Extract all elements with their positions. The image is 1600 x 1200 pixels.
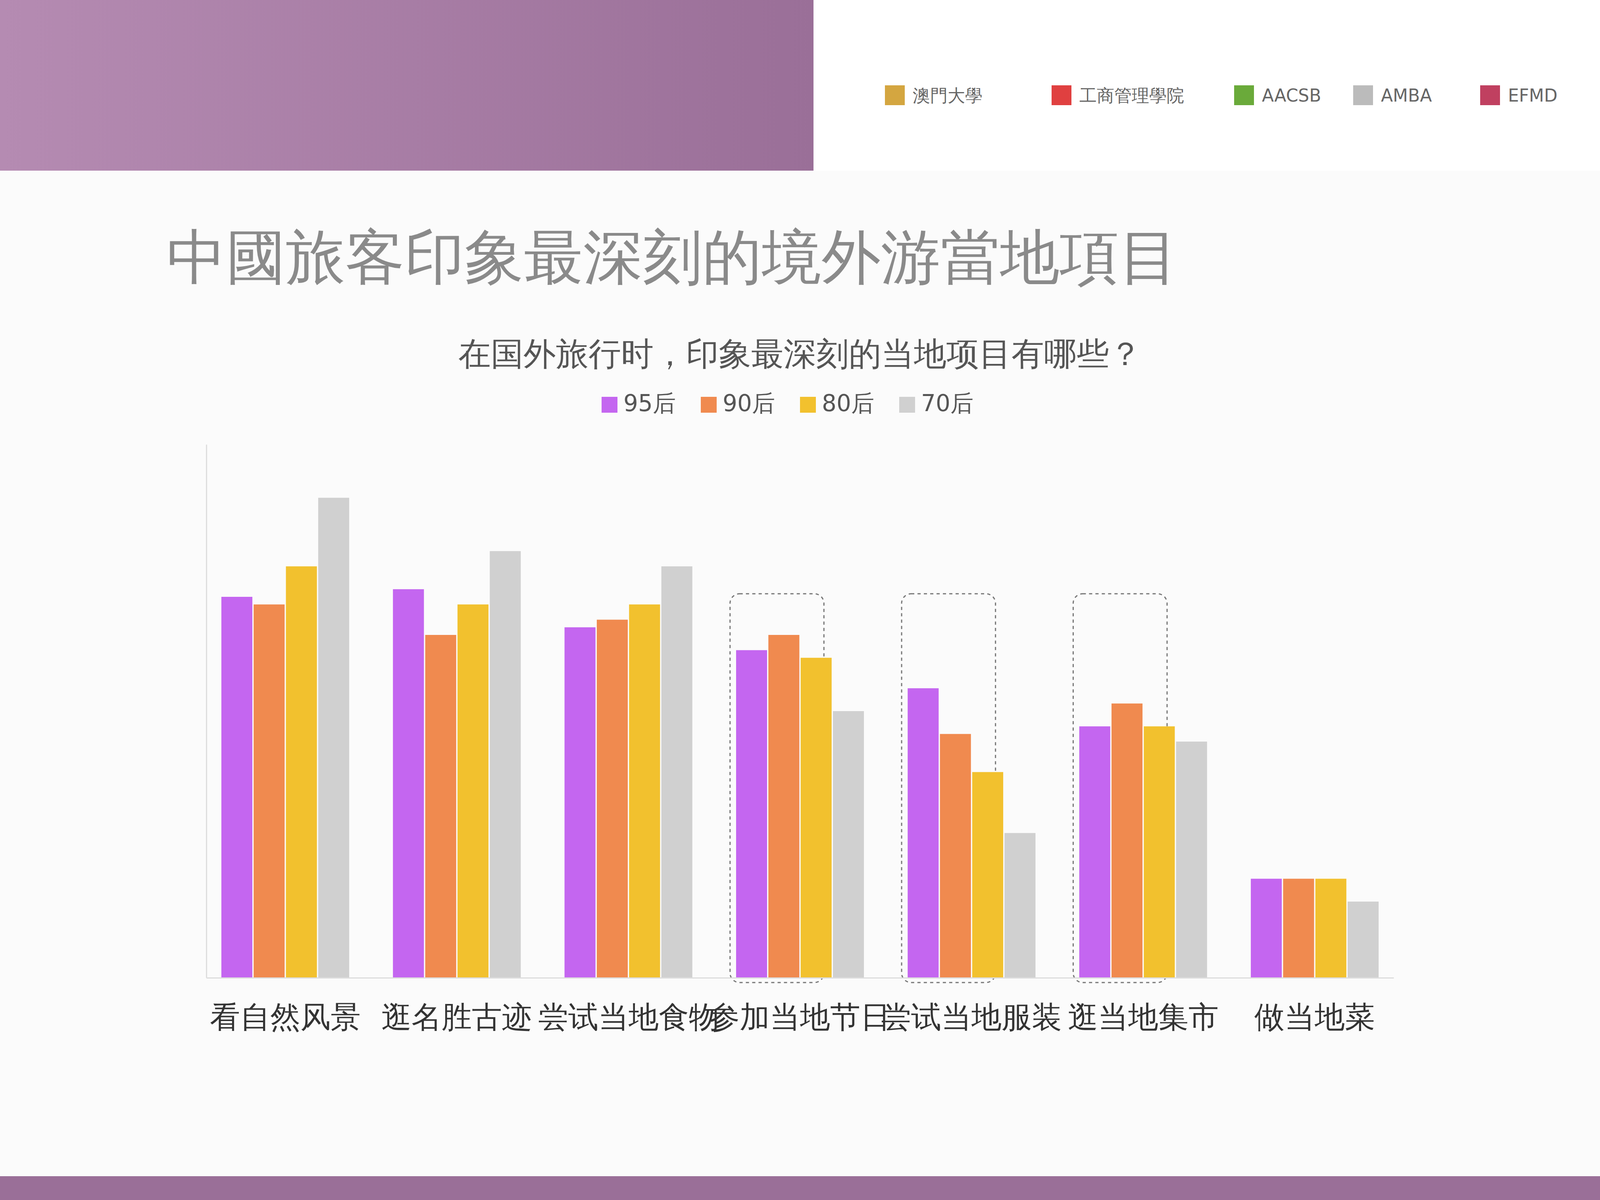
logo-text: AACSB (1261, 85, 1322, 106)
bar (800, 657, 832, 978)
legend-item: 95后 (601, 389, 676, 417)
x-tick-label: 参加当地节日 (709, 999, 891, 1035)
bar (1079, 726, 1111, 978)
header-right (813, 0, 1600, 171)
bar (628, 604, 660, 978)
x-tick: 逛名胜古迹 (381, 977, 533, 1035)
x-tick: 尝试当地服装 (880, 977, 1062, 1035)
logo: 澳門大學 (884, 85, 983, 106)
legend-label: 95后 (623, 389, 676, 417)
legend-item: 80后 (800, 389, 875, 417)
x-tick: 参加当地节日 (709, 977, 891, 1035)
header-band (0, 0, 814, 171)
x-tick-label: 做当地菜 (1254, 999, 1375, 1035)
legend-swatch (700, 396, 717, 413)
x-tick-label: 逛名胜古迹 (381, 999, 533, 1035)
logo: AACSB (1234, 85, 1322, 106)
footer-band (0, 1176, 1600, 1200)
legend-label: 70后 (921, 389, 974, 417)
bar (1282, 878, 1314, 978)
y-axis-line (205, 444, 208, 979)
legend-swatch (601, 396, 618, 413)
legend-item: 90后 (700, 389, 775, 417)
bar (1176, 741, 1208, 978)
chart-root: 澳門大學 工商管理學院 AACSB AMBA EFMD 中國旅客印象最深刻的境外游當地項目… (0, 0, 1600, 1200)
bar (1347, 901, 1379, 978)
bar (1315, 878, 1347, 978)
legend: 95后 90后 80后 70后 (601, 389, 974, 417)
bar (1250, 878, 1282, 978)
legend-label: 90后 (722, 389, 775, 417)
bar (425, 634, 457, 978)
legend-item: 70后 (899, 389, 974, 417)
x-tick: 尝试当地食物 (538, 977, 720, 1035)
bar (457, 604, 489, 978)
bar (832, 711, 864, 978)
bar (564, 627, 596, 978)
bar (253, 604, 285, 978)
x-axis: 看自然风景逛名胜古迹尝试当地食物参加当地节日尝试当地服装逛当地集市做当地菜 (206, 977, 1395, 1035)
logo: 工商管理學院 (1051, 85, 1185, 106)
logo: AMBA (1353, 85, 1432, 106)
x-tick-label: 尝试当地食物 (538, 999, 720, 1035)
bar (972, 772, 1004, 978)
logo-icon (884, 85, 905, 106)
logo-icon (1353, 85, 1374, 106)
bar (221, 596, 253, 978)
bar (392, 589, 424, 978)
slide-background (0, 0, 1600, 1200)
x-tick: 看自然风景 (209, 977, 361, 1035)
x-axis-line (206, 977, 1395, 979)
bar (596, 619, 628, 978)
logo-text: AMBA (1380, 85, 1432, 106)
legend-swatch (899, 396, 916, 413)
bar (940, 734, 972, 978)
logo-icon (1051, 85, 1072, 106)
y-axis (206, 444, 207, 979)
bar (318, 497, 350, 978)
subtitle: 在国外旅行时，印象最深刻的当地项目有哪些？ (458, 334, 1142, 373)
bar (661, 566, 693, 978)
bars (221, 497, 1379, 978)
bar (907, 688, 939, 978)
plot: 看自然风景逛名胜古迹尝试当地食物参加当地节日尝试当地服装逛当地集市做当地菜 (206, 444, 1395, 1035)
x-tick-label: 看自然风景 (209, 999, 361, 1035)
x-tick-label: 尝试当地服装 (880, 999, 1062, 1035)
bar (286, 566, 318, 978)
bar (736, 650, 768, 978)
legend-swatch (800, 396, 816, 413)
bar (768, 634, 800, 978)
bar (1004, 832, 1036, 978)
logo-text: 澳門大學 (912, 85, 983, 106)
logo-icon (1234, 85, 1254, 106)
logo-icon (1480, 85, 1500, 106)
bar (489, 551, 521, 978)
logo-text: EFMD (1507, 85, 1558, 106)
bar (1143, 726, 1175, 978)
x-tick: 逛当地集市 (1067, 977, 1219, 1035)
x-tick: 做当地菜 (1254, 977, 1375, 1035)
legend-label: 80后 (821, 389, 875, 417)
title: 中國旅客印象最深刻的境外游當地項目 (166, 222, 1179, 292)
logo: EFMD (1480, 85, 1558, 106)
bar (1111, 703, 1143, 978)
x-tick-label: 逛当地集市 (1067, 999, 1219, 1035)
logo-text: 工商管理學院 (1079, 85, 1185, 106)
